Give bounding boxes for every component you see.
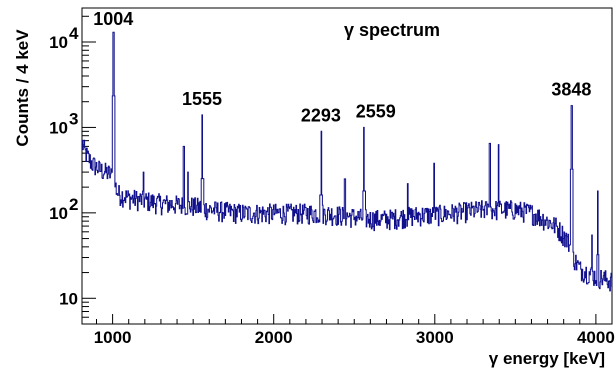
plot-frame	[81, 7, 613, 325]
x-tick-label: 1000	[94, 328, 132, 347]
peak-label-2293: 2293	[301, 105, 341, 125]
y-tick-exponent: 4	[69, 24, 79, 43]
y-tick-label: 10	[59, 289, 78, 308]
y-tick-label: 10	[49, 33, 68, 52]
peak-label-3848: 3848	[551, 80, 591, 100]
peak-label-1004: 1004	[93, 9, 133, 29]
y-tick-label: 10	[49, 118, 68, 137]
x-axis-title: γ energy [keV]	[489, 349, 605, 368]
y-tick-label: 10	[49, 204, 68, 223]
y-tick-exponent: 2	[69, 195, 78, 214]
spectrum-line	[82, 31, 613, 292]
peak-label-2559: 2559	[356, 101, 396, 121]
x-tick-label: 3000	[416, 328, 454, 347]
x-tick-label: 4000	[577, 328, 615, 347]
x-tick-label: 2000	[255, 328, 293, 347]
peak-label-1555: 1555	[182, 89, 222, 109]
y-axis-title: Counts / 4 keV	[13, 29, 32, 147]
chart-title: γ spectrum	[344, 20, 440, 40]
y-tick-exponent: 3	[69, 109, 78, 128]
